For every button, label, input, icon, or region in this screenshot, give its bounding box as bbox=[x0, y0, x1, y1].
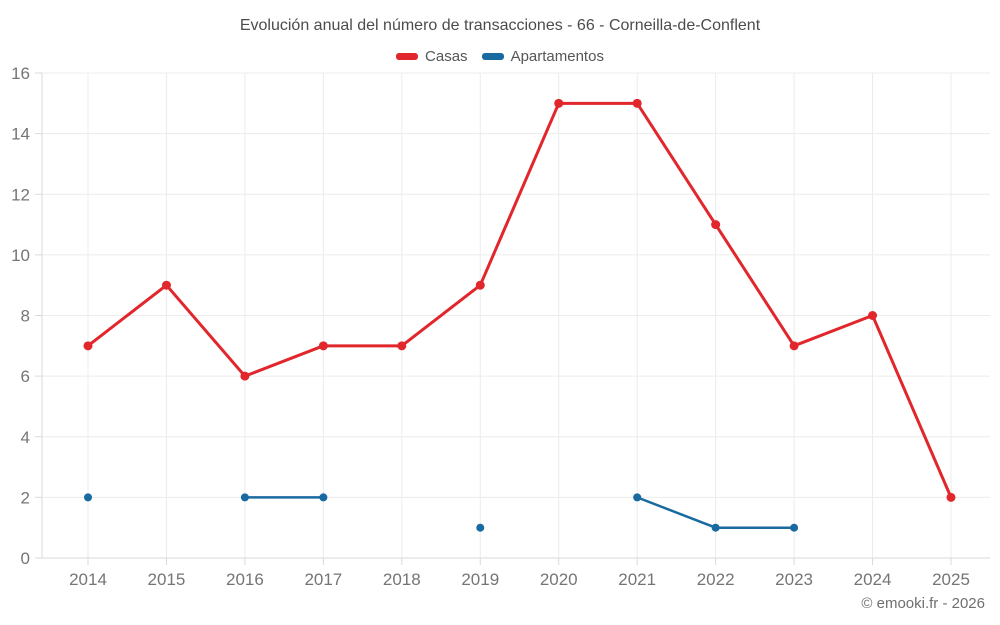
y-axis-label: 4 bbox=[21, 428, 30, 447]
y-axis-label: 10 bbox=[11, 246, 30, 265]
y-axis-label: 6 bbox=[21, 367, 30, 386]
legend-label: Casas bbox=[425, 47, 468, 65]
y-axis-label: 2 bbox=[21, 488, 30, 507]
data-point-casas-2023 bbox=[789, 341, 799, 351]
legend-item-casas[interactable]: Casas bbox=[396, 48, 468, 65]
x-axis-label: 2019 bbox=[461, 570, 499, 589]
y-axis-label: 16 bbox=[11, 64, 30, 83]
legend-item-apartamentos[interactable]: Apartamentos bbox=[481, 47, 604, 65]
data-point-casas-2024 bbox=[868, 311, 878, 320]
data-point-casas-2016 bbox=[240, 371, 250, 381]
x-axis-label: 2018 bbox=[383, 570, 421, 589]
y-axis-label: 12 bbox=[11, 185, 30, 204]
x-axis-label: 2014 bbox=[69, 570, 107, 589]
series-line-casas bbox=[86, 101, 953, 499]
data-point-casas-2014 bbox=[83, 341, 93, 351]
x-axis-label: 2021 bbox=[618, 570, 656, 589]
y-axis-label: 8 bbox=[21, 307, 30, 326]
data-point-casas-2019 bbox=[475, 280, 485, 290]
legend-swatch bbox=[396, 52, 419, 60]
data-point-apartamentos-2016 bbox=[240, 493, 249, 502]
data-point-casas-2021 bbox=[632, 98, 642, 108]
x-axis-label: 2022 bbox=[697, 570, 735, 589]
chart-title: Evolución anual del número de transaccio… bbox=[239, 17, 761, 34]
data-point-casas-2020 bbox=[554, 98, 564, 108]
data-point-apartamentos-2023 bbox=[790, 523, 799, 532]
legend: Casas Apartamentos bbox=[0, 46, 1000, 66]
legend-swatch bbox=[481, 52, 504, 60]
data-point-casas-2025 bbox=[946, 492, 956, 502]
data-point-apartamentos-2014 bbox=[84, 493, 92, 502]
y-axis-label: 14 bbox=[11, 125, 30, 144]
data-point-apartamentos-2021 bbox=[633, 493, 642, 502]
x-axis-label: 2015 bbox=[148, 570, 186, 589]
legend-label: Apartamentos bbox=[510, 47, 604, 65]
data-point-apartamentos-2019 bbox=[476, 523, 485, 532]
x-axis-label: 2017 bbox=[304, 570, 342, 589]
footer-credit: © emooki.fr - 2026 bbox=[861, 595, 985, 612]
data-point-apartamentos-2017 bbox=[319, 493, 328, 502]
data-point-casas-2018 bbox=[397, 341, 407, 351]
x-axis-label: 2025 bbox=[932, 570, 970, 589]
data-point-casas-2017 bbox=[318, 341, 328, 351]
y-axis-label: 0 bbox=[21, 549, 30, 568]
x-axis-label: 2020 bbox=[540, 570, 578, 589]
data-point-casas-2015 bbox=[161, 280, 171, 290]
x-axis-label: 2024 bbox=[854, 570, 892, 589]
x-axis-label: 2023 bbox=[775, 570, 813, 589]
x-axis-label: 2016 bbox=[226, 570, 264, 589]
data-point-apartamentos-2022 bbox=[711, 523, 720, 532]
data-point-casas-2022 bbox=[711, 220, 721, 230]
